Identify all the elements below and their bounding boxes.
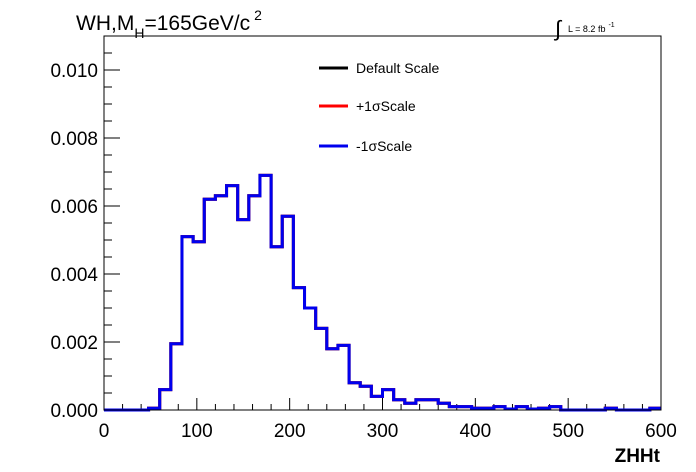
y-tick-label: 0.010 — [50, 61, 98, 82]
y-tick-label: 0.004 — [50, 265, 98, 286]
chart-title: WH,MH=165GeV/c 2 — [76, 7, 262, 41]
lumi-value: L = 8.2 fb — [568, 24, 605, 34]
x-tick-label: 500 — [552, 421, 584, 442]
plot-frame — [103, 35, 662, 411]
title-rest: =165GeV/c — [144, 12, 250, 35]
lumi-label: ∫ L = 8.2 fb -1 — [553, 16, 615, 41]
y-tick-label: 0.002 — [50, 333, 98, 354]
y-tick-label: 0.000 — [50, 401, 98, 422]
legend: Default Scale +1σScale -1σScale — [319, 60, 439, 154]
y-tick-label: 0.008 — [50, 129, 98, 150]
x-tick-label: 300 — [367, 421, 399, 442]
lumi-integral: ∫ — [553, 16, 563, 41]
x-tick-label: 200 — [274, 421, 306, 442]
title-sub: H — [134, 25, 144, 41]
legend-label: Default Scale — [356, 60, 439, 76]
legend-label: +1σScale — [356, 98, 416, 114]
x-tick-label: 600 — [645, 421, 677, 442]
y-tick-label: 0.006 — [50, 197, 98, 218]
lumi-text: L = 8.2 fb -1 — [568, 22, 615, 34]
x-tick-label: 0 — [99, 421, 110, 442]
x-tick-label: 100 — [181, 421, 213, 442]
lumi-sup: -1 — [608, 22, 614, 29]
title-main: WH,M — [76, 12, 134, 35]
x-axis-title: ZHHt — [615, 446, 661, 467]
series-group — [104, 173, 661, 412]
legend-label: -1σScale — [356, 138, 412, 154]
title-sup: 2 — [254, 7, 262, 23]
series-line — [104, 173, 661, 412]
x-tick-label: 400 — [459, 421, 491, 442]
